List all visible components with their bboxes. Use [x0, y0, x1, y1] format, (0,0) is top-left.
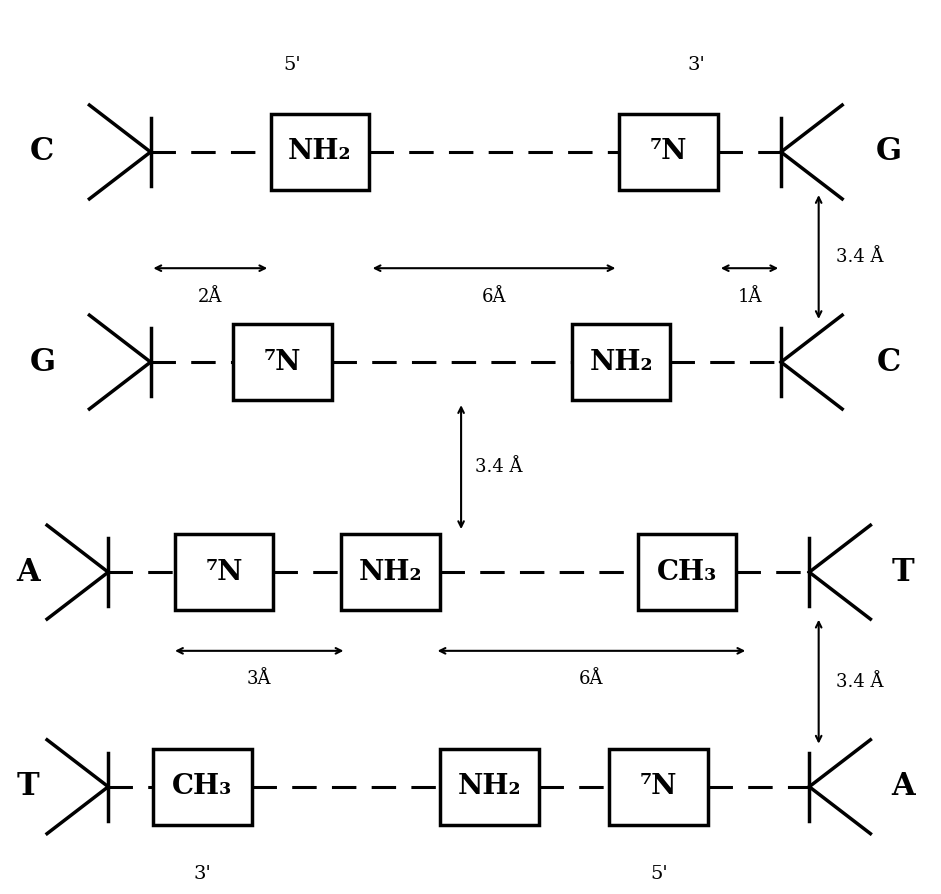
Text: G: G	[876, 137, 902, 167]
Text: 5': 5'	[283, 55, 300, 74]
Text: ⁷N: ⁷N	[205, 559, 243, 586]
Text: NH₂: NH₂	[457, 773, 521, 800]
Text: ⁷N: ⁷N	[640, 773, 678, 800]
Text: 3.4 Å: 3.4 Å	[836, 248, 883, 266]
Text: NH₂: NH₂	[288, 139, 352, 165]
FancyBboxPatch shape	[174, 534, 273, 610]
Text: A: A	[891, 772, 916, 802]
FancyBboxPatch shape	[152, 749, 251, 824]
Text: 3.4 Å: 3.4 Å	[836, 672, 883, 691]
FancyBboxPatch shape	[572, 325, 670, 401]
Text: 6Å: 6Å	[482, 288, 506, 306]
Text: 1Å: 1Å	[737, 288, 762, 306]
FancyBboxPatch shape	[271, 114, 369, 190]
Text: NH₂: NH₂	[589, 349, 653, 375]
FancyBboxPatch shape	[638, 534, 736, 610]
Text: 2Å: 2Å	[199, 288, 222, 306]
Text: NH₂: NH₂	[359, 559, 423, 586]
Text: CH₃: CH₃	[657, 559, 717, 586]
Text: ⁷N: ⁷N	[649, 139, 687, 165]
Text: T: T	[17, 772, 40, 802]
Text: G: G	[29, 347, 56, 377]
Text: C: C	[877, 347, 901, 377]
Text: 3Å: 3Å	[247, 670, 272, 688]
FancyBboxPatch shape	[341, 534, 439, 610]
FancyBboxPatch shape	[619, 114, 717, 190]
Text: C: C	[30, 137, 55, 167]
FancyBboxPatch shape	[610, 749, 708, 824]
Text: 6Å: 6Å	[579, 670, 604, 688]
Text: ⁷N: ⁷N	[263, 349, 301, 375]
FancyBboxPatch shape	[439, 749, 538, 824]
Text: 3': 3'	[194, 865, 211, 883]
Text: 3': 3'	[688, 55, 705, 74]
Text: T: T	[892, 557, 915, 587]
Text: A: A	[16, 557, 40, 587]
Text: 3.4 Å: 3.4 Å	[475, 458, 522, 477]
Text: CH₃: CH₃	[172, 773, 232, 800]
Text: 5': 5'	[650, 865, 667, 883]
FancyBboxPatch shape	[233, 325, 331, 401]
